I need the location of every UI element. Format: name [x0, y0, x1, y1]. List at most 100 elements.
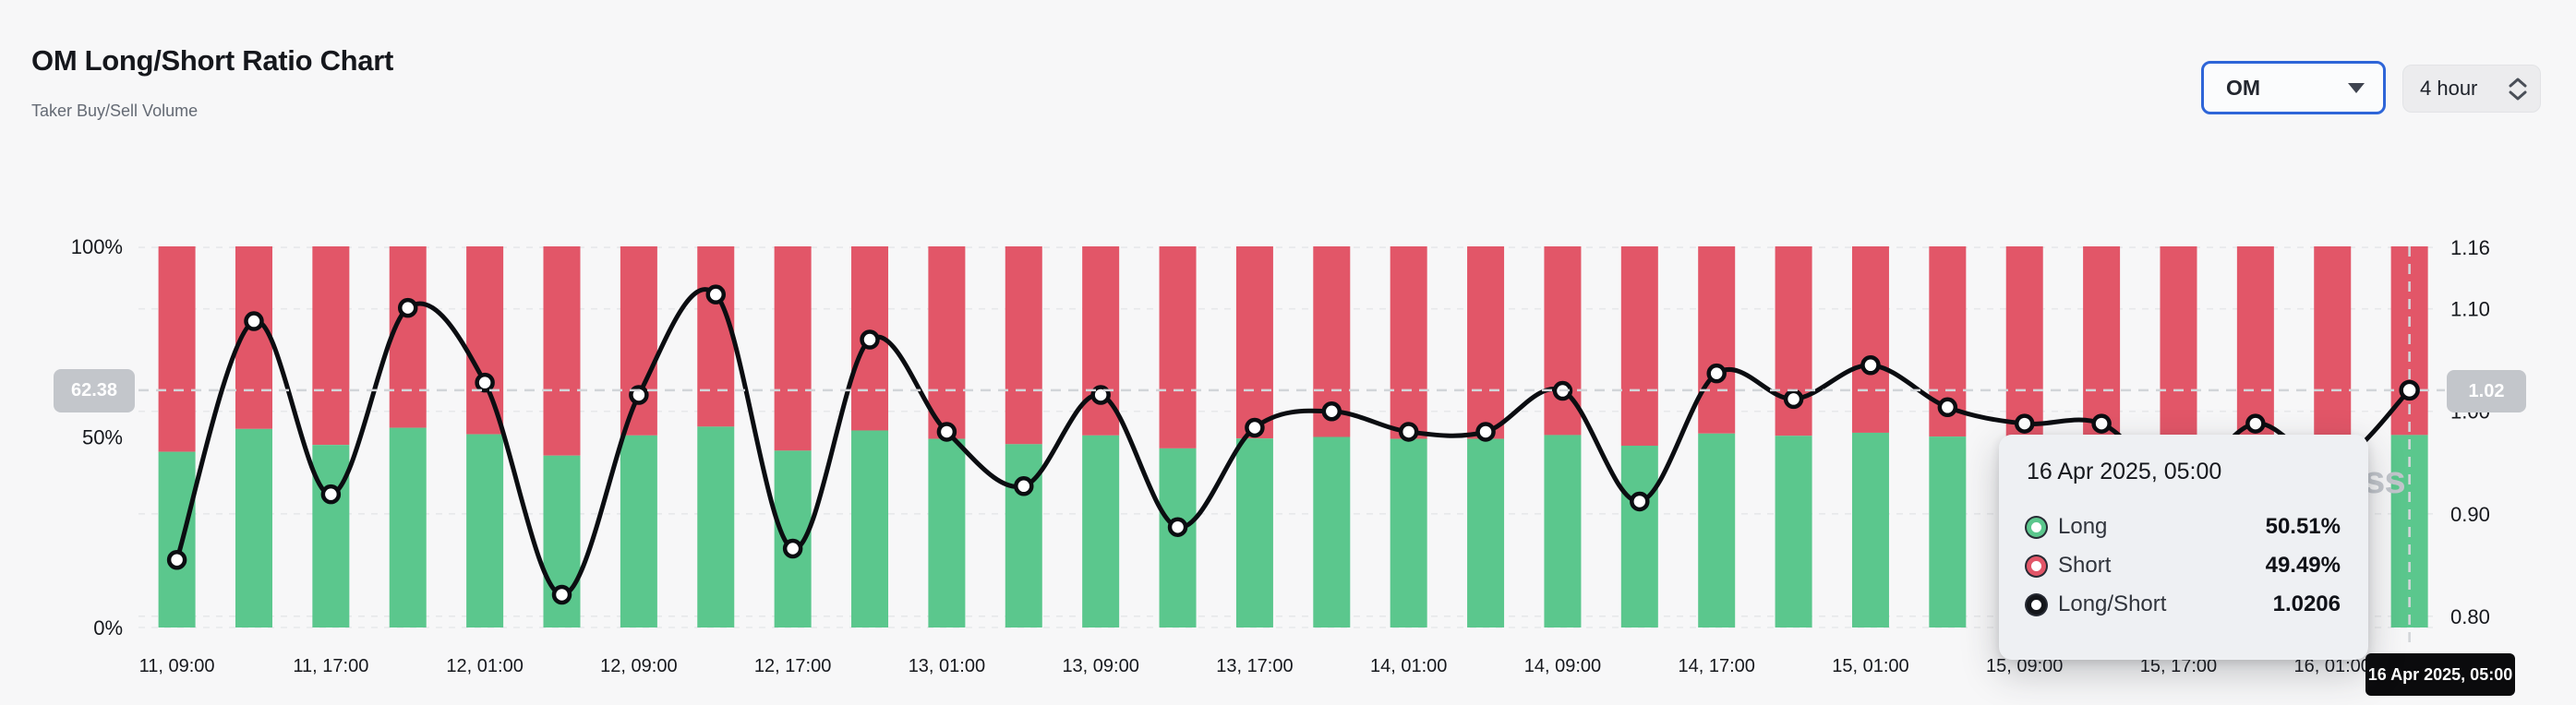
bar-long[interactable]: [1005, 444, 1042, 627]
bar-short[interactable]: [158, 246, 196, 452]
bar-long[interactable]: [1929, 436, 1967, 627]
bar-short[interactable]: [851, 246, 889, 431]
line-point[interactable]: [705, 284, 727, 305]
bar-long[interactable]: [1698, 433, 1736, 627]
bar-short[interactable]: [543, 246, 581, 456]
bar-long[interactable]: [1620, 445, 1658, 627]
line-point[interactable]: [397, 297, 418, 318]
interval-select[interactable]: 4 hour: [2402, 65, 2541, 113]
line-point[interactable]: [1245, 417, 1265, 438]
bar-long[interactable]: [620, 435, 657, 627]
line-point[interactable]: [782, 538, 803, 559]
line-point[interactable]: [2014, 413, 2035, 434]
bar-short[interactable]: [235, 246, 272, 429]
bar-long[interactable]: [1390, 438, 1427, 627]
line-point[interactable]: [1014, 476, 1034, 496]
tooltip-row-ratio: Long/Short 1.0206: [2027, 585, 2341, 624]
bar-short[interactable]: [389, 246, 427, 428]
x-axis-tick: 11, 09:00: [139, 656, 215, 676]
bar-short[interactable]: [2083, 246, 2121, 438]
bar-short[interactable]: [1929, 246, 1967, 437]
line-point[interactable]: [1321, 400, 1342, 422]
bar-long[interactable]: [543, 455, 581, 627]
bar-short[interactable]: [2236, 246, 2274, 438]
bar-short[interactable]: [620, 246, 657, 436]
line-point[interactable]: [1783, 388, 1804, 410]
line-point[interactable]: [244, 311, 264, 331]
line-point[interactable]: [2245, 413, 2266, 434]
line-point[interactable]: [1167, 517, 1188, 537]
bar-short[interactable]: [697, 246, 735, 427]
bar-long[interactable]: [1313, 436, 1351, 628]
left-axis-tick: 100%: [71, 235, 123, 258]
symbol-select[interactable]: OM: [2201, 61, 2386, 114]
bar-long[interactable]: [1235, 438, 1273, 627]
line-point[interactable]: [1552, 380, 1573, 401]
bar-short[interactable]: [2314, 246, 2352, 442]
right-axis-tick: 1.16: [2450, 236, 2490, 259]
line-point[interactable]: [1398, 422, 1419, 442]
line-point[interactable]: [629, 385, 649, 405]
bar-long[interactable]: [1082, 435, 1120, 627]
bar-short[interactable]: [2160, 246, 2197, 444]
bar-long[interactable]: [928, 438, 966, 627]
line-point[interactable]: [166, 549, 187, 570]
line-point[interactable]: [1630, 491, 1650, 512]
up-down-stepper-icon[interactable]: [2509, 78, 2527, 101]
bar-long[interactable]: [466, 434, 504, 627]
tooltip-row-label: Short: [2058, 553, 2112, 578]
bar-long[interactable]: [697, 426, 735, 627]
line-point[interactable]: [2399, 380, 2420, 400]
bar-long[interactable]: [1775, 436, 1812, 627]
bar-short[interactable]: [312, 246, 350, 446]
page-subtitle: Taker Buy/Sell Volume: [31, 102, 199, 120]
bar-short[interactable]: [1159, 246, 1197, 448]
bar-long[interactable]: [851, 430, 889, 627]
bar-short[interactable]: [1544, 246, 1582, 436]
bar-long[interactable]: [1159, 448, 1197, 627]
bar-short[interactable]: [1005, 246, 1042, 445]
tooltip-row-value: 1.0206: [2272, 591, 2341, 616]
bar-short[interactable]: [1851, 246, 1889, 433]
line-point[interactable]: [320, 484, 342, 505]
bar-long[interactable]: [1544, 435, 1582, 627]
line-point[interactable]: [860, 329, 880, 350]
line-point[interactable]: [1706, 363, 1727, 384]
left-axis-tick: 0%: [93, 616, 123, 639]
line-point[interactable]: [1475, 422, 1496, 442]
bar-long[interactable]: [389, 427, 427, 627]
bar-long[interactable]: [1851, 432, 1889, 627]
tooltip-row-value: 50.51%: [2265, 514, 2341, 539]
line-point[interactable]: [936, 422, 957, 442]
bar-short[interactable]: [1620, 246, 1658, 446]
line-point[interactable]: [2091, 413, 2112, 434]
bar-short[interactable]: [466, 246, 504, 435]
x-axis-tick: 12, 01:00: [446, 656, 523, 676]
bar-short[interactable]: [1698, 246, 1736, 434]
bar-short[interactable]: [1082, 246, 1120, 436]
crosshair-date-pill: 16 Apr 2025, 05:00: [2365, 653, 2515, 696]
bar-short[interactable]: [1235, 246, 1273, 439]
ratio-marker-icon: [2027, 594, 2046, 615]
bar-short[interactable]: [1390, 246, 1427, 439]
bar-short[interactable]: [1313, 246, 1351, 437]
line-point[interactable]: [1937, 397, 1958, 418]
x-axis-tick: 14, 09:00: [1524, 656, 1601, 676]
line-point[interactable]: [1860, 355, 1881, 376]
bar-short[interactable]: [1467, 246, 1505, 439]
bar-long[interactable]: [774, 450, 812, 627]
line-point[interactable]: [551, 584, 572, 605]
chart-tooltip: 16 Apr 2025, 05:00 Long 50.51% Short 49.…: [1999, 435, 2368, 660]
bar-short[interactable]: [928, 246, 966, 439]
bar-long[interactable]: [1467, 438, 1505, 627]
bar-long[interactable]: [235, 428, 272, 627]
bar-short[interactable]: [774, 246, 812, 451]
bar-short[interactable]: [2390, 246, 2428, 436]
line-point[interactable]: [475, 372, 495, 393]
bar-short[interactable]: [1775, 246, 1812, 436]
bar-long[interactable]: [312, 445, 350, 627]
bar-long[interactable]: [158, 451, 196, 627]
line-point[interactable]: [1090, 385, 1111, 405]
bar-short[interactable]: [2005, 246, 2043, 438]
tooltip-row-value: 49.49%: [2265, 553, 2341, 578]
